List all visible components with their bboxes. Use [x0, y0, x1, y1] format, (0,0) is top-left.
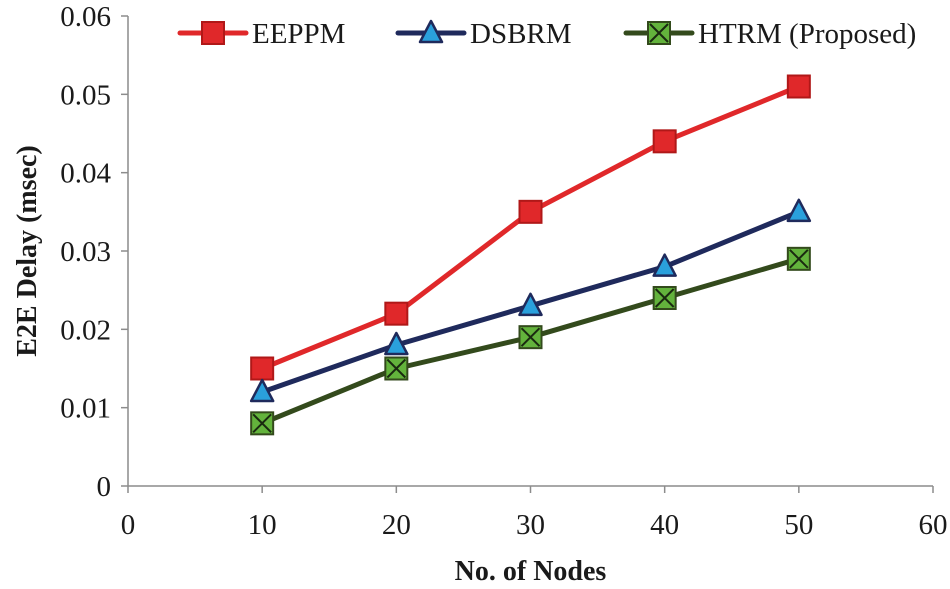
y-tick-label: 0.04	[60, 158, 111, 190]
y-axis-title: E2E Delay (msec)	[12, 145, 43, 357]
data-point	[249, 378, 275, 403]
x-tick-label: 30	[516, 509, 545, 541]
data-point	[786, 74, 811, 99]
data-point	[250, 356, 275, 381]
triangle-marker-shape	[418, 19, 444, 44]
x-tick-label: 60	[919, 509, 948, 541]
data-point	[652, 286, 677, 310]
triangle-marker-shape	[786, 198, 812, 223]
square-marker-shape	[518, 199, 543, 224]
square-marker-shape	[652, 129, 677, 154]
legend-item: DSBRM	[395, 18, 572, 50]
triangle-marker-shape	[249, 378, 275, 403]
data-point	[384, 301, 409, 326]
data-point	[652, 129, 677, 154]
y-tick-label: 0	[97, 471, 112, 503]
triangle-marker-shape	[518, 292, 543, 317]
square-marker-shape	[384, 301, 409, 326]
legend-label: HTRM (Proposed)	[698, 18, 916, 50]
x-square-marker-cross	[520, 327, 541, 347]
x-tick-label: 40	[650, 509, 679, 541]
legend-item: HTRM (Proposed)	[623, 18, 916, 50]
y-tick-label: 0.06	[60, 1, 111, 33]
x-square-marker-cross	[252, 413, 272, 434]
data-point	[384, 356, 409, 381]
x-axis-title: No. of Nodes	[455, 556, 607, 587]
axes: 0 0.01 0.02 0.03 0.04 0.05 0.06 0 10 20 30 40 50 60	[60, 1, 947, 541]
square-marker-shape	[250, 356, 275, 381]
data-point	[518, 325, 543, 350]
x-square-marker-cross	[789, 249, 809, 269]
y-tick-label: 0.02	[60, 314, 111, 346]
legend-marker	[647, 21, 671, 45]
y-tick-label: 0.01	[60, 393, 111, 425]
series-eeppm	[250, 74, 811, 381]
data-point	[518, 292, 543, 317]
legend: EEPPM DSBRM HTRM (Proposed)	[177, 18, 916, 50]
data-point	[786, 246, 811, 271]
legend-marker	[418, 19, 444, 44]
data-point	[250, 411, 275, 436]
y-ticks: 0 0.01 0.02 0.03 0.04 0.05 0.06	[60, 1, 128, 503]
series-htrm-proposed	[250, 246, 811, 436]
legend-item: EEPPM	[177, 18, 345, 50]
legend-marker	[201, 21, 225, 45]
y-tick-label: 0.03	[60, 236, 111, 268]
triangle-marker-shape	[652, 253, 677, 277]
x-tick-label: 50	[784, 509, 813, 541]
legend-label: DSBRM	[470, 18, 572, 50]
x-tick-label: 0	[121, 509, 136, 541]
triangle-marker-shape	[384, 331, 409, 356]
square-marker-shape	[201, 21, 225, 45]
x-square-marker-cross	[386, 358, 407, 379]
x-tick-label: 20	[382, 509, 411, 541]
data-point	[518, 199, 543, 224]
square-marker-shape	[786, 74, 811, 99]
data-point	[652, 253, 677, 277]
data-point	[384, 331, 409, 356]
x-square-marker-cross	[649, 23, 669, 43]
legend-label: EEPPM	[252, 18, 345, 50]
data-point	[786, 198, 812, 223]
y-tick-label: 0.05	[60, 79, 111, 111]
series-layer	[249, 74, 812, 436]
x-tick-label: 10	[248, 509, 277, 541]
x-square-marker-cross	[654, 288, 675, 308]
series-dsbrm	[249, 198, 812, 403]
x-ticks: 0 10 20 30 40 50 60	[121, 486, 948, 541]
